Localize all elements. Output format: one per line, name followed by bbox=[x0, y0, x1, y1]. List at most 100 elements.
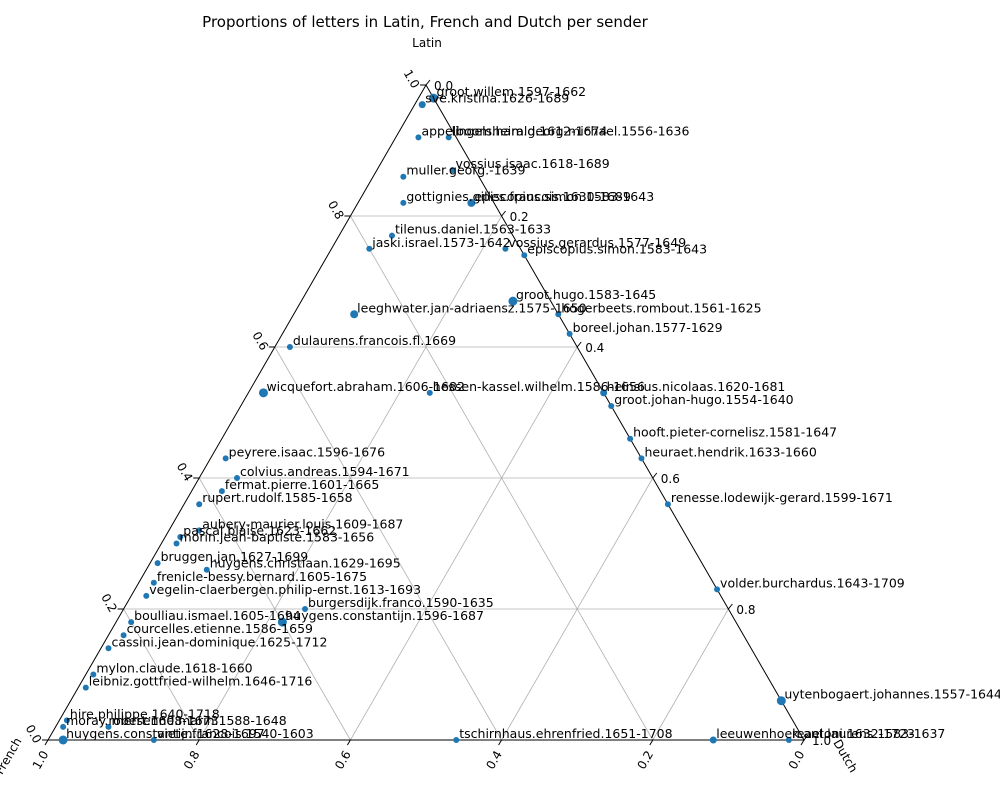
data-point bbox=[350, 310, 359, 319]
data-point bbox=[60, 723, 67, 730]
grid-line-dutch bbox=[501, 477, 654, 741]
data-point bbox=[400, 173, 407, 180]
data-point-label: huygens.constantijn.1596-1687 bbox=[285, 608, 484, 623]
data-point-label: dulaurens.francois.fl.1669 bbox=[293, 333, 456, 348]
data-point bbox=[277, 617, 287, 627]
data-point bbox=[286, 344, 293, 350]
data-point bbox=[90, 671, 97, 678]
axis-label-dutch: Dutch bbox=[830, 737, 860, 775]
data-point bbox=[258, 388, 268, 398]
data-point-label: hessen-kassel.wilhelm.1586-1656 bbox=[433, 379, 645, 394]
data-point-label: sve.kristina.1626-1689 bbox=[425, 91, 569, 106]
tick-label-dutch: 0.2 bbox=[510, 210, 529, 224]
data-point bbox=[445, 134, 452, 141]
tick-mark-dutch bbox=[803, 734, 809, 741]
grid-line-french bbox=[274, 346, 502, 741]
data-point-label: morin.jean-baptiste.1583-1656 bbox=[180, 530, 375, 545]
tick-mark-french bbox=[346, 739, 351, 746]
axis-label-french: French bbox=[0, 735, 25, 777]
data-point bbox=[63, 717, 70, 724]
data-point bbox=[120, 632, 127, 639]
data-point-label: reael.laurens.1583-1637 bbox=[792, 726, 946, 741]
data-point-label: viete.francois.1540-1603 bbox=[157, 726, 314, 741]
data-point bbox=[566, 330, 573, 337]
tick-label-dutch: 0.0 bbox=[434, 79, 453, 93]
data-point bbox=[366, 245, 373, 252]
grid-line-french bbox=[198, 477, 351, 741]
data-point bbox=[105, 645, 112, 652]
data-point-label: cassini.jean-dominique.1625-1712 bbox=[111, 634, 327, 649]
tick-label-dutch: 0.8 bbox=[736, 603, 755, 617]
data-point bbox=[600, 389, 608, 397]
data-point bbox=[222, 455, 229, 462]
tick-label-dutch: 1.0 bbox=[812, 734, 831, 748]
data-point-label: gottignies.gilles.francois.1630-1689 bbox=[406, 189, 631, 204]
data-point bbox=[453, 737, 460, 743]
tick-label-latin: 0.0 bbox=[23, 722, 45, 746]
tick-label-french: 0.4 bbox=[483, 748, 505, 772]
data-point bbox=[150, 737, 157, 743]
data-point-label: renesse.lodewijk-gerard.1599-1671 bbox=[671, 490, 893, 505]
data-point-label: boulliau.ismael.1605-1694 bbox=[134, 608, 301, 623]
data-point-label: episcopius.simon.1583-1643 bbox=[474, 189, 654, 204]
tick-label-dutch: 0.4 bbox=[585, 341, 604, 355]
data-point bbox=[415, 134, 422, 141]
tick-mark-dutch bbox=[501, 210, 506, 217]
data-point-label: moray.robert.1608-1673 bbox=[66, 713, 219, 728]
tick-label-french: 1.0 bbox=[30, 748, 52, 772]
tick-label-french: 0.2 bbox=[635, 748, 657, 772]
data-point bbox=[449, 167, 456, 174]
data-point-label: groot.johan-hugo.1554-1640 bbox=[614, 392, 793, 407]
tick-label-latin: 1.0 bbox=[401, 67, 423, 91]
data-point bbox=[521, 252, 528, 259]
data-point bbox=[196, 501, 203, 508]
data-point-label: aubery-maurier.louis.1609-1687 bbox=[202, 516, 403, 531]
data-point-label: uytenbogaert.johannes.1557-1644 bbox=[784, 687, 1000, 702]
data-point-label: huygens.constantijn.1628-1697 bbox=[66, 726, 265, 741]
tick-label-french: 0.8 bbox=[181, 748, 203, 772]
tick-label-latin: 0.2 bbox=[98, 591, 120, 615]
data-point bbox=[714, 586, 721, 593]
data-point bbox=[196, 527, 203, 534]
data-point bbox=[302, 606, 309, 612]
grid-line-dutch bbox=[652, 608, 729, 741]
data-point bbox=[150, 579, 157, 586]
tick-label-dutch: 0.6 bbox=[661, 472, 680, 486]
data-point bbox=[467, 198, 476, 207]
axis-label-latin: Latin bbox=[412, 36, 442, 50]
data-point-label: vossius.isaac.1618-1689 bbox=[455, 156, 609, 171]
data-point-label: vossius.gerardus.1577-1649 bbox=[508, 235, 686, 250]
data-point bbox=[664, 501, 671, 508]
data-point-label: heinsius.nicolaas.1620-1681 bbox=[607, 379, 786, 394]
data-point-label: hooft.pieter-cornelisz.1581-1647 bbox=[633, 425, 837, 440]
data-point-label: groot.willem.1597-1662 bbox=[437, 84, 587, 99]
grid-line-dutch bbox=[350, 346, 578, 741]
grid-line-french bbox=[123, 608, 200, 741]
data-point-label: episcopius.simon.1583-1643 bbox=[527, 241, 707, 256]
data-point-label: fermat.pierre.1601-1665 bbox=[225, 477, 379, 492]
data-point-label: leeghwater.jan-adriaensz.1575-1650 bbox=[357, 300, 586, 315]
data-point-label: rupert.rudolf.1585-1658 bbox=[202, 490, 352, 505]
data-point bbox=[203, 566, 210, 573]
data-point bbox=[177, 533, 184, 540]
data-point-label: tilenus.daniel.1563-1633 bbox=[395, 222, 551, 237]
data-point-label: mylon.claude.1618-1660 bbox=[96, 661, 252, 676]
data-point bbox=[82, 684, 89, 691]
data-point bbox=[105, 723, 112, 730]
tick-mark-dutch bbox=[652, 472, 658, 479]
grid-layer bbox=[123, 215, 729, 741]
data-point bbox=[508, 296, 518, 306]
data-point bbox=[388, 232, 395, 239]
data-point-label: pascal.blaise.1623-1662 bbox=[183, 523, 336, 538]
tick-mark-french bbox=[44, 739, 49, 746]
data-point bbox=[608, 402, 615, 409]
data-points bbox=[58, 93, 792, 745]
data-point-label: jaski.israel.1573-1642 bbox=[371, 235, 510, 250]
triangle-frame bbox=[47, 83, 805, 741]
data-point-label: lingelsheim.georg-michael.1556-1636 bbox=[452, 123, 690, 138]
data-point-label: wicquefort.abraham.1606-1682 bbox=[266, 379, 464, 394]
data-point-label: frenicle-bessy.bernard.1605-1675 bbox=[157, 569, 367, 584]
tick-mark-dutch bbox=[728, 603, 733, 610]
tick-mark-french bbox=[195, 739, 200, 746]
data-point-label: bruggen.jan.1627-1699 bbox=[161, 549, 309, 564]
